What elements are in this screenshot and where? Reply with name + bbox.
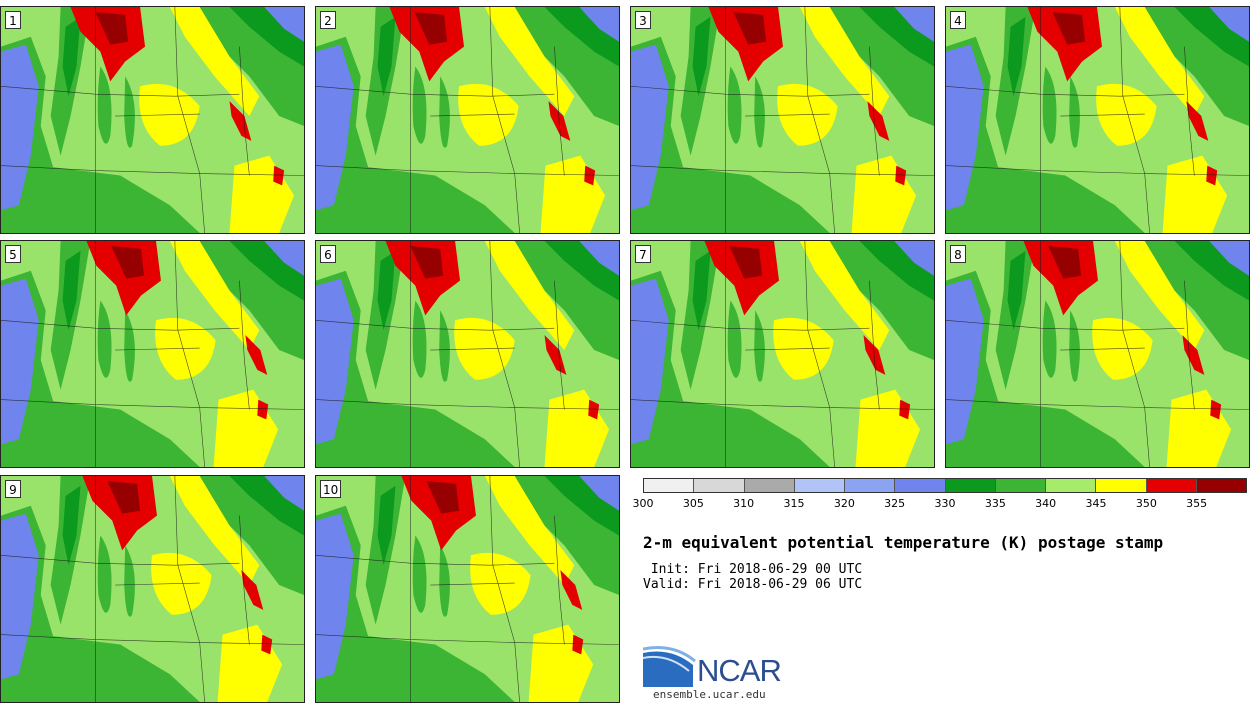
panel-number: 3 [635, 11, 651, 29]
postage-stamp-panel-5: 5 [0, 240, 305, 468]
panel-number: 7 [635, 245, 651, 263]
colorbar-tick: 325 [884, 497, 906, 510]
panel-number: 4 [950, 11, 966, 29]
colorbar-tick: 300 [632, 497, 654, 510]
colorbar-segment [644, 479, 695, 492]
panel-number: 1 [5, 11, 21, 29]
colorbar-segment [895, 479, 946, 492]
colorbar-tick: 310 [733, 497, 755, 510]
postage-stamp-panel-6: 6 [315, 240, 620, 468]
colorbar-segment [1096, 479, 1147, 492]
panel-number: 5 [5, 245, 21, 263]
colorbar-tick: 335 [984, 497, 1006, 510]
colorbar-segment [945, 479, 996, 492]
colorbar-tick: 345 [1085, 497, 1107, 510]
postage-stamp-panel-8: 8 [945, 240, 1250, 468]
colorbar-tick: 330 [934, 497, 956, 510]
colorbar-segment [1046, 479, 1097, 492]
colorbar-segment [995, 479, 1046, 492]
postage-stamp-panel-3: 3 [630, 6, 935, 234]
postage-stamp-panel-2: 2 [315, 6, 620, 234]
colorbar [643, 478, 1247, 493]
colorbar-tick: 355 [1186, 497, 1208, 510]
postage-stamp-panel-10: 10 [315, 475, 620, 703]
postage-stamp-panel-9: 9 [0, 475, 305, 703]
ncar-logo-text: NCAR [697, 653, 782, 688]
panel-number: 2 [320, 11, 336, 29]
colorbar-segment [794, 479, 845, 492]
panel-number: 9 [5, 480, 21, 498]
panel-number: 8 [950, 245, 966, 263]
colorbar-segment [1196, 479, 1246, 492]
colorbar-tick: 340 [1035, 497, 1057, 510]
postage-stamp-panel-4: 4 [945, 6, 1250, 234]
ncar-logo-icon [643, 646, 696, 687]
colorbar-tick: 320 [833, 497, 855, 510]
panel-number: 10 [320, 480, 342, 498]
colorbar-segment [744, 479, 795, 492]
postage-stamp-panel-1: 1 [0, 6, 305, 234]
colorbar-tick: 315 [783, 497, 805, 510]
colorbar-ticks: 300 305 310 315 320 325 330 335 340 345 350 355 [633, 497, 1247, 511]
postage-stamp-panel-7: 7 [630, 240, 935, 468]
panel-number: 6 [320, 245, 336, 263]
colorbar-tick: 305 [682, 497, 704, 510]
colorbar-segment [694, 479, 745, 492]
colorbar-segment [845, 479, 896, 492]
colorbar-segment [1146, 479, 1197, 492]
init-time: Init: Fri 2018-06-29 00 UTC [643, 562, 863, 577]
logo-url: ensemble.ucar.edu [653, 688, 766, 701]
valid-time: Valid: Fri 2018-06-29 06 UTC [643, 577, 863, 592]
colorbar-tick: 350 [1135, 497, 1157, 510]
figure-title: 2-m equivalent potential temperature (K)… [643, 533, 1164, 552]
